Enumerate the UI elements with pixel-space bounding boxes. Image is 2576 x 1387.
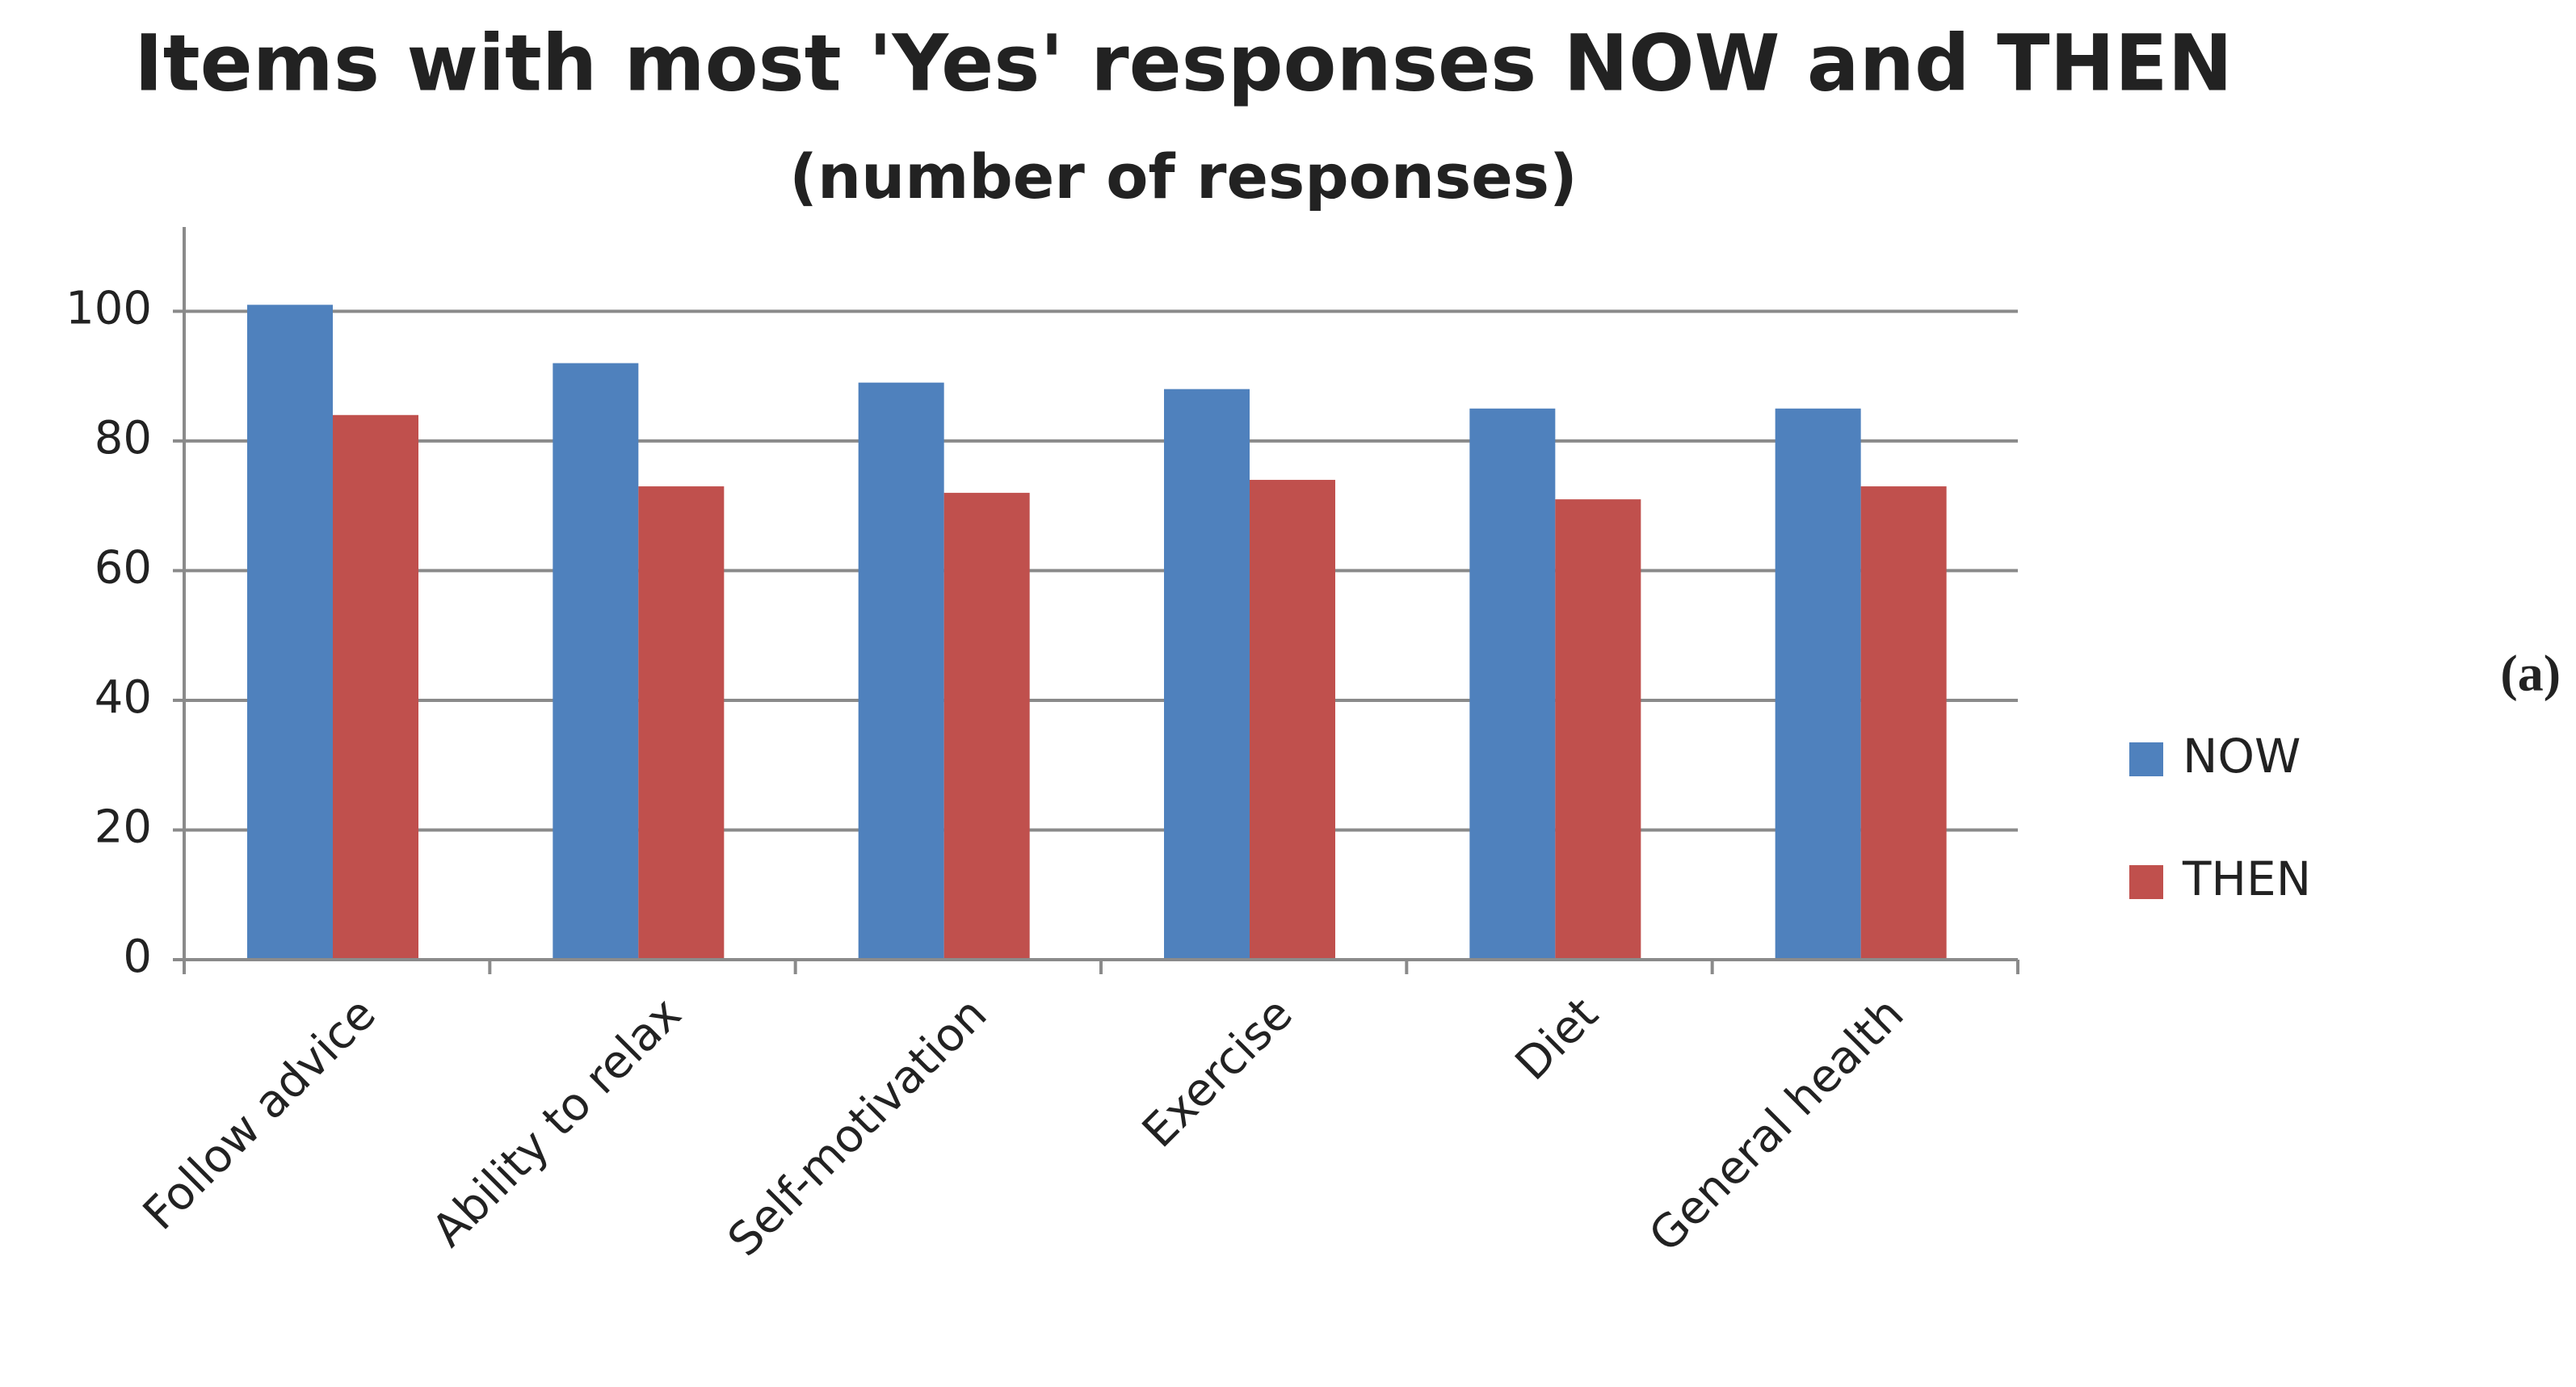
bar bbox=[553, 363, 639, 960]
bar bbox=[943, 493, 1030, 960]
bar bbox=[1250, 480, 1335, 960]
bar bbox=[638, 486, 725, 960]
panel-label: (a) bbox=[2500, 645, 2561, 702]
x-tick-label: Follow advice bbox=[133, 988, 386, 1241]
legend-label: NOW bbox=[2183, 729, 2301, 784]
chart-subtitle: (number of responses) bbox=[789, 141, 1578, 212]
x-tick-label: General health bbox=[1639, 988, 1914, 1263]
bar bbox=[1860, 486, 1947, 960]
legend-label: THEN bbox=[2182, 851, 2311, 906]
chart-title: Items with most 'Yes' responses NOW and … bbox=[134, 18, 2233, 108]
bar bbox=[333, 414, 418, 960]
bar bbox=[1164, 389, 1250, 960]
x-tick-label: Exercise bbox=[1133, 988, 1303, 1158]
bar bbox=[1775, 408, 1861, 960]
y-tick-label: 80 bbox=[95, 412, 152, 464]
y-tick-label: 20 bbox=[95, 801, 152, 854]
y-tick-label: 60 bbox=[95, 542, 152, 595]
legend-swatch bbox=[2129, 865, 2163, 899]
y-tick-label: 0 bbox=[123, 931, 152, 983]
bar bbox=[247, 305, 333, 960]
bar bbox=[1469, 408, 1556, 960]
x-tick-label: Diet bbox=[1506, 988, 1608, 1091]
x-tick-label: Self-motivation bbox=[718, 988, 997, 1267]
y-tick-label: 40 bbox=[95, 671, 152, 724]
y-tick-label: 100 bbox=[65, 282, 152, 334]
bar bbox=[858, 382, 944, 960]
bar bbox=[1555, 499, 1641, 960]
legend-swatch bbox=[2129, 742, 2163, 776]
x-tick-label: Ability to relax bbox=[422, 988, 692, 1258]
